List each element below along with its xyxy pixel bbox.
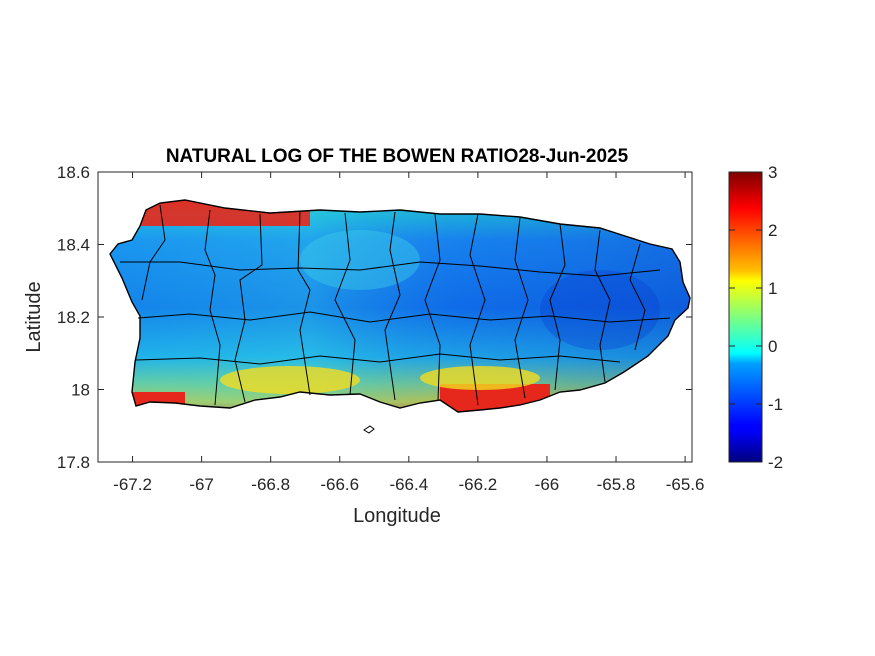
municipal-boundaries (120, 204, 671, 406)
x-tick-label: -66.4 (389, 475, 428, 494)
x-tick-label: -65.8 (597, 475, 636, 494)
x-tick-label: -67 (189, 475, 214, 494)
colorbar-tick-label: -2 (768, 453, 783, 472)
x-tick-label: -67.2 (113, 475, 152, 494)
y-tick-label: 18.6 (57, 163, 90, 182)
y-axis: 17.8 18 18.2 18.4 18.6 (57, 163, 692, 472)
x-tick-label: -66.6 (320, 475, 359, 494)
colorbar-tick-label: 2 (768, 221, 777, 240)
colorbar-ticks: -2 -1 0 1 2 3 (729, 163, 783, 472)
chart-title: NATURAL LOG OF THE BOWEN RATIO28-Jun-202… (166, 146, 629, 167)
x-tick-label: -66 (535, 475, 560, 494)
x-axis-label: Longitude (353, 505, 441, 527)
x-axis: -67.2 -67 -66.8 -66.6 -66.4 -66.2 -66 -65.8 -65.… (113, 172, 704, 494)
y-tick-label: 18.2 (57, 308, 90, 327)
colorbar-tick-label: -1 (768, 395, 783, 414)
y-axis-label: Latitude (23, 281, 45, 352)
x-tick-label: -65.6 (666, 475, 705, 494)
coastline (109, 199, 691, 413)
colorbar-tick-label: 3 (768, 163, 777, 182)
y-tick-label: 18.4 (57, 236, 90, 255)
x-tick-label: -66.2 (459, 475, 498, 494)
small-island (363, 425, 375, 434)
y-tick-label: 18 (71, 381, 90, 400)
colorbar-tick-label: 0 (768, 337, 777, 356)
colorbar (728, 171, 763, 463)
colorbar-tick-label: 1 (768, 279, 777, 298)
y-tick-label: 17.8 (57, 453, 90, 472)
x-tick-label: -66.8 (251, 475, 290, 494)
